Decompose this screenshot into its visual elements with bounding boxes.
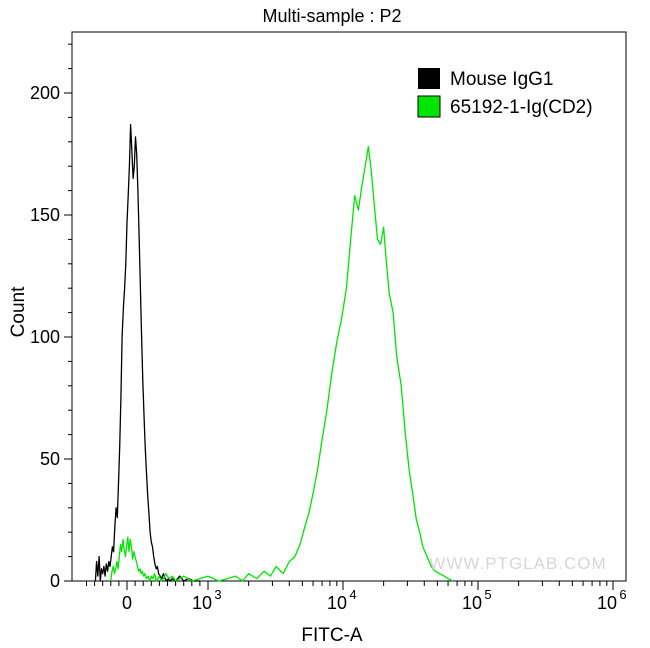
- x-tick-exponent: 6: [619, 587, 626, 602]
- y-tick-label: 50: [40, 449, 60, 469]
- x-axis-title: FITC-A: [301, 625, 363, 646]
- legend-swatch-mouse-igg1: [418, 68, 440, 89]
- histogram-curves: [94, 124, 454, 582]
- x-axis: 0 10 3 10 4 10 5 10 6: [86, 581, 627, 613]
- series-mouse-igg1-curve: [94, 124, 200, 582]
- x-tick-exponent: 5: [484, 587, 491, 602]
- y-tick-label: 150: [30, 205, 60, 225]
- watermark-text: WWW.PTGLAB.COM: [429, 554, 606, 573]
- series-cd2-curve: [110, 146, 454, 582]
- y-axis: 0 50 100 150 200: [30, 43, 72, 591]
- x-tick-label: 10: [192, 593, 212, 613]
- y-tick-label: 200: [30, 83, 60, 103]
- x-tick-label: 10: [597, 593, 617, 613]
- x-tick-exponent: 4: [349, 587, 356, 602]
- legend-label-mouse-igg1: Mouse IgG1: [450, 69, 554, 90]
- x-tick-exponent: 3: [214, 587, 221, 602]
- plot-frame: [71, 31, 627, 582]
- y-tick-label: 100: [30, 327, 60, 347]
- chart-title: Multi-sample : P2: [262, 6, 401, 26]
- x-tick-label: 0: [122, 593, 132, 613]
- x-tick-label: 10: [327, 593, 347, 613]
- x-tick-label: 10: [462, 593, 482, 613]
- legend-swatch-cd2: [417, 95, 441, 118]
- y-tick-label: 0: [50, 571, 60, 591]
- legend: Mouse IgG1 65192-1-Ig(CD2): [417, 68, 593, 118]
- legend-label-cd2: 65192-1-Ig(CD2): [450, 97, 593, 118]
- y-axis-title: Count: [8, 286, 29, 337]
